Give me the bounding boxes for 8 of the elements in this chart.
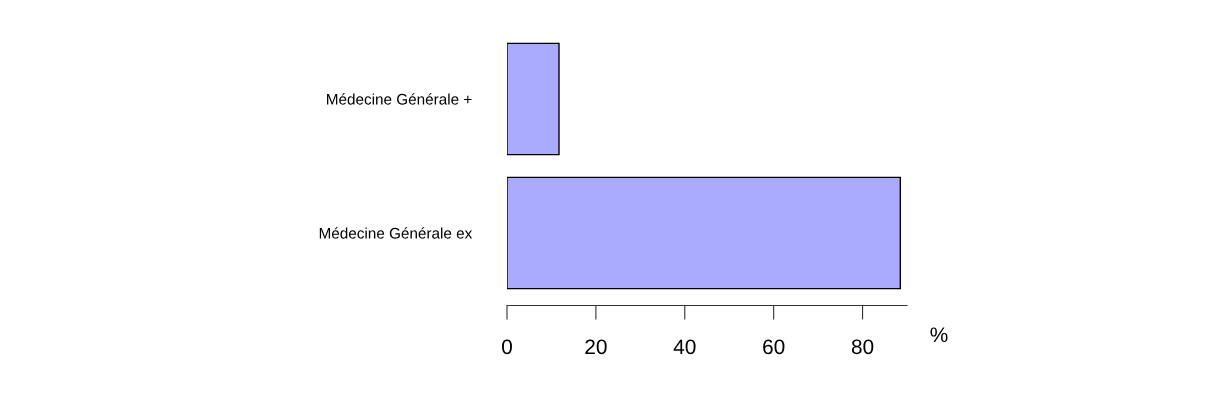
y-tick-label: Médecine Générale ex [319,227,473,239]
x-axis-title: % [930,327,948,343]
x-tick-label: 80 [851,339,874,355]
y-tick-label: Médecine Générale + [327,93,472,105]
x-tick-label: 40 [673,339,696,355]
x-tick-label: 0 [502,339,512,355]
x-tick-label: 20 [585,339,607,355]
x-tick-label: 60 [763,339,785,355]
